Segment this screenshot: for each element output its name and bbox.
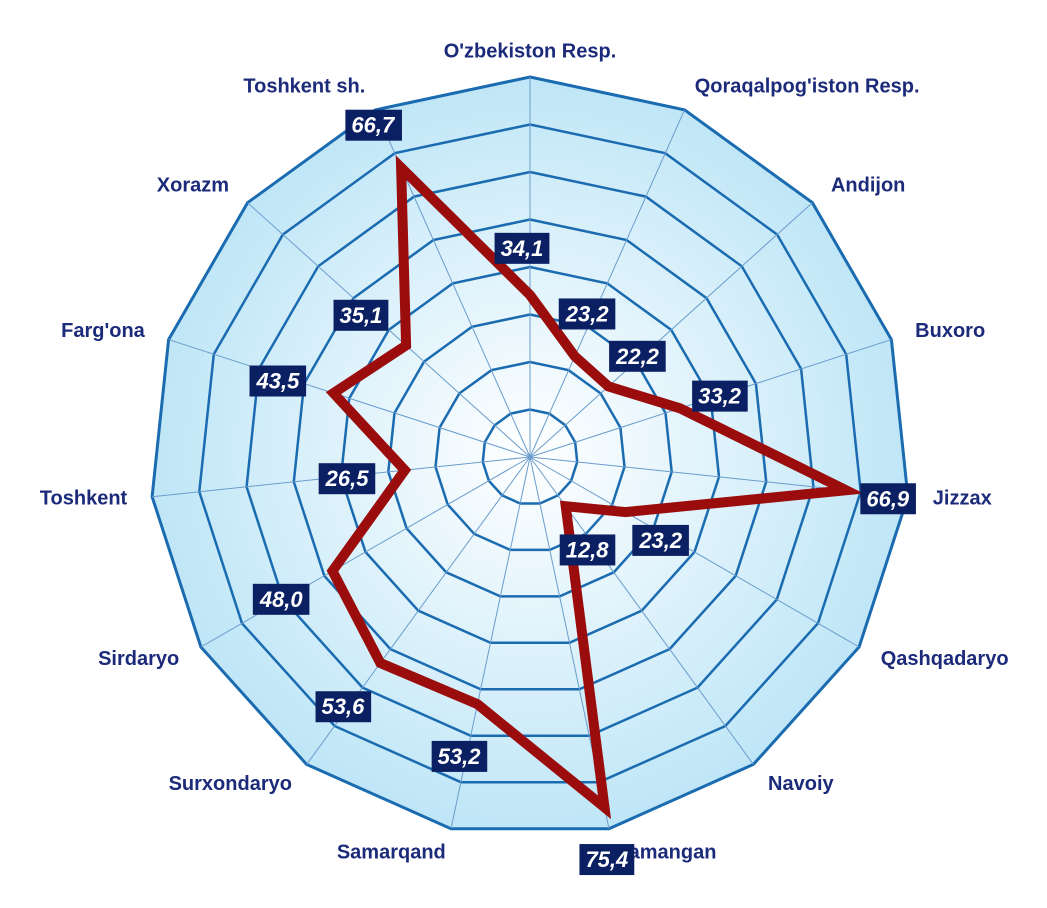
value-label-box — [252, 583, 310, 615]
value-label-box — [494, 232, 550, 264]
category-label: Farg'ona — [61, 320, 146, 342]
category-label: Qashqadaryo — [881, 648, 1009, 670]
value-label-text: 48,0 — [259, 587, 304, 612]
value-label-text: 23,2 — [638, 528, 683, 553]
value-label-box — [318, 463, 376, 495]
value-label: 26,5 — [318, 463, 376, 495]
category-label: Namangan — [614, 841, 716, 863]
value-label-text: 34,1 — [501, 236, 544, 261]
category-label: Samarqand — [337, 841, 446, 863]
value-label: 33,2 — [692, 380, 748, 412]
value-label: 75,4 — [579, 844, 635, 876]
value-label-text: 66,7 — [351, 113, 396, 138]
value-label-box — [315, 691, 372, 723]
spoke — [200, 456, 531, 648]
value-label-box — [345, 109, 402, 141]
value-label-text: 33,2 — [698, 384, 742, 409]
value-label: 23,2 — [558, 298, 616, 330]
value-label-box — [333, 299, 389, 331]
grid-ring — [292, 218, 768, 691]
category-label: Buxoro — [915, 320, 985, 342]
value-label: 48,0 — [252, 583, 310, 615]
category-label: Sirdaryo — [98, 648, 179, 670]
spoke — [529, 109, 686, 458]
category-label: Jizzax — [933, 488, 992, 510]
value-label: 34,1 — [494, 232, 550, 264]
value-label-box — [632, 524, 689, 556]
spoke — [529, 202, 813, 458]
grid-ring — [387, 313, 673, 598]
value-label: 23,2 — [632, 524, 689, 556]
value-label: 12,8 — [559, 534, 616, 566]
grid-ring — [198, 123, 862, 784]
value-label-text: 23,2 — [565, 301, 610, 326]
value-label-text: 43,5 — [256, 369, 301, 394]
value-label: 66,7 — [345, 109, 402, 141]
data-line — [325, 155, 864, 820]
category-label: Andijon — [831, 174, 905, 196]
value-label-text: 35,1 — [340, 303, 383, 328]
grid-ring — [481, 408, 579, 505]
value-label-text: 26,5 — [325, 466, 370, 491]
category-label: O'zbekiston Resp. — [444, 40, 617, 62]
category-label: Xorazm — [157, 174, 229, 196]
value-label: 43,5 — [249, 365, 307, 397]
value-label-box — [579, 844, 635, 876]
grid-ring — [245, 170, 815, 738]
value-label-box — [860, 483, 916, 515]
value-label-box — [692, 380, 748, 412]
value-label: 66,9 — [860, 483, 916, 515]
grid-ring — [434, 360, 626, 552]
value-label: 35,1 — [333, 299, 389, 331]
value-label-box — [558, 298, 616, 330]
value-label-text: 53,6 — [322, 694, 366, 719]
value-label-text: 22,2 — [615, 344, 660, 369]
value-label-text: 53,2 — [438, 744, 482, 769]
value-label-text: 66,9 — [866, 486, 910, 511]
spoke — [168, 339, 531, 458]
value-label: 53,2 — [431, 740, 488, 772]
category-label: Toshkent sh. — [243, 75, 365, 97]
spoke — [247, 202, 531, 458]
value-label: 53,6 — [315, 691, 372, 723]
grid-ring — [150, 75, 910, 831]
spoke — [529, 456, 860, 648]
value-label: 22,2 — [609, 340, 666, 372]
category-label: Navoiy — [768, 773, 834, 795]
value-label-text: 75,4 — [585, 847, 628, 872]
category-label: Qoraqalpog'iston Resp. — [695, 75, 920, 97]
value-label-box — [559, 534, 616, 566]
category-label: Toshkent — [40, 488, 128, 510]
category-label: Surxondaryo — [169, 773, 292, 795]
value-label-box — [431, 740, 488, 772]
value-label-text: 12,8 — [566, 537, 610, 562]
value-label-box — [249, 365, 307, 397]
value-label-box — [609, 340, 666, 372]
